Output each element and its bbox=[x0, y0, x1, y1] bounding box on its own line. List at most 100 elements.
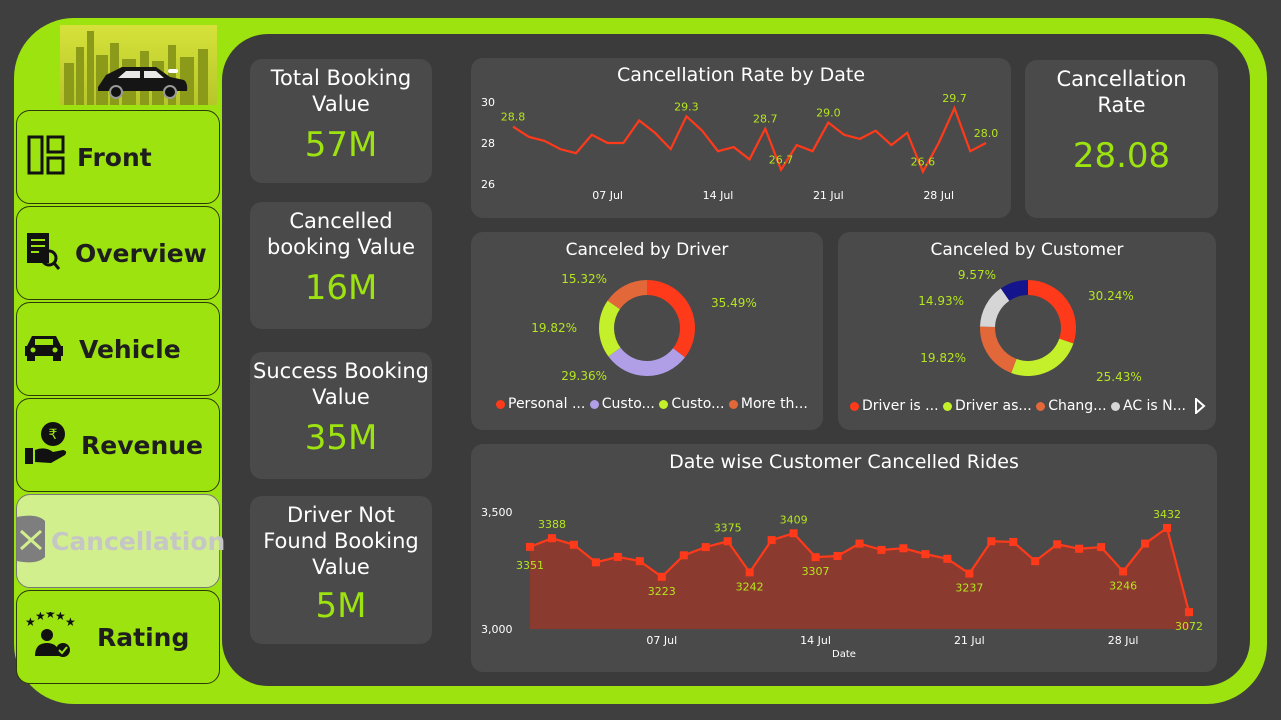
legend-label: Driver is ... bbox=[862, 398, 939, 414]
data-point bbox=[1141, 539, 1150, 548]
data-point bbox=[877, 545, 886, 554]
canceled-by-driver-title: Canceled by Driver bbox=[565, 240, 729, 260]
legend-item[interactable]: Custo... bbox=[589, 396, 655, 412]
data-point bbox=[811, 553, 820, 562]
canceled-by-customer-card: Canceled by Customer 30.24% 25.43% 19.82% 1… bbox=[838, 232, 1216, 430]
canceled-by-driver-legend: Personal ... Custo... Custo... More th..… bbox=[496, 396, 808, 412]
svg-text:★: ★ bbox=[65, 615, 75, 629]
data-label: 28.7 bbox=[753, 113, 778, 126]
svg-text:★: ★ bbox=[25, 615, 36, 629]
nav-cancellation[interactable]: Cancellation bbox=[16, 494, 225, 588]
data-point bbox=[569, 540, 578, 549]
kpi-cancelled-booking-label: Cancelled booking Value bbox=[266, 209, 415, 259]
donut-slice bbox=[608, 347, 685, 376]
legend-item[interactable]: Personal ... bbox=[496, 396, 585, 412]
data-point bbox=[921, 550, 930, 559]
donut-slice bbox=[599, 300, 621, 357]
legend-label: Personal ... bbox=[508, 396, 586, 412]
data-point bbox=[547, 534, 556, 543]
donut-slice bbox=[607, 280, 647, 310]
donut-slice bbox=[1028, 280, 1077, 344]
data-label: 3237 bbox=[955, 582, 983, 595]
svg-text:★: ★ bbox=[45, 612, 56, 621]
canceled-by-driver-card: Canceled by Driver 35.49% 29.36% 19.82% 15.… bbox=[471, 232, 823, 430]
legend-item[interactable]: Driver is ... bbox=[850, 398, 939, 414]
kpi-cancellation-rate: Cancellation Rate 28.08 bbox=[1025, 60, 1218, 218]
nav-vehicle[interactable]: Vehicle bbox=[16, 302, 220, 396]
slice-label: 29.36% bbox=[561, 369, 607, 383]
kpi-driver-not-found-value: 5M bbox=[315, 586, 367, 626]
kpi-cancellation-rate-value: 28.08 bbox=[1072, 136, 1171, 176]
data-point bbox=[1075, 544, 1084, 553]
nav-front[interactable]: Front bbox=[16, 110, 220, 204]
data-label: 3388 bbox=[538, 518, 566, 531]
date-wise-cancelled-chart: 3,000 3,500 07 Jul 14 Jul 21 Jul 28 Jul 3351 33… bbox=[481, 506, 1203, 647]
data-label: 3246 bbox=[1109, 579, 1137, 592]
date-wise-cancelled-title: Date wise Customer Cancelled Rides bbox=[669, 451, 1019, 473]
data-point bbox=[591, 558, 600, 567]
nav-revenue-label: Revenue bbox=[81, 430, 204, 460]
legend-label: Driver as... bbox=[954, 398, 1032, 414]
kpi-driver-not-found: Driver Not Found Booking Value 5M bbox=[250, 496, 432, 644]
kpi-success-booking: Success Booking Value 35M bbox=[250, 352, 432, 479]
canceled-by-driver-donut: 35.49% 29.36% 19.82% 15.32% bbox=[531, 272, 757, 383]
data-point bbox=[613, 552, 622, 561]
series-area bbox=[530, 527, 1189, 629]
x-tick-label: 07 Jul bbox=[592, 189, 623, 202]
y-tick-label: 3,000 bbox=[481, 623, 513, 636]
slice-label: 30.24% bbox=[1088, 289, 1134, 303]
data-point bbox=[767, 536, 776, 545]
data-label: 28.0 bbox=[974, 127, 999, 140]
nav-rating[interactable]: ★ ★ ★ ★ ★ Rating bbox=[16, 590, 220, 684]
data-point bbox=[987, 537, 996, 546]
slice-label: 15.32% bbox=[561, 272, 607, 286]
data-label: 3242 bbox=[736, 580, 764, 593]
y-tick-label: 3,500 bbox=[481, 506, 513, 519]
data-label: 29.3 bbox=[674, 100, 699, 113]
canceled-by-customer-title: Canceled by Customer bbox=[930, 240, 1124, 260]
layout-icon bbox=[27, 135, 65, 179]
x-tick-label: 28 Jul bbox=[1108, 634, 1139, 647]
date-wise-cancelled-card: Date wise Customer Cancelled Rides 3,000… bbox=[471, 444, 1217, 672]
legend-item[interactable]: Driver as... bbox=[942, 398, 1032, 414]
series-line bbox=[512, 105, 987, 175]
x-tick-label: 07 Jul bbox=[646, 634, 677, 647]
nav-overview[interactable]: Overview bbox=[16, 206, 220, 300]
data-label: 3375 bbox=[714, 521, 742, 534]
rate-by-date-chart: 26 28 30 07 Jul 14 Jul 21 Jul 28 Jul 28.8 29.3 28… bbox=[481, 92, 999, 202]
data-point bbox=[833, 551, 842, 560]
data-point bbox=[1053, 540, 1062, 549]
slice-label: 35.49% bbox=[711, 296, 757, 310]
rate-by-date-card: Cancellation Rate by Date 26 28 30 07 Jul 14… bbox=[471, 58, 1011, 218]
donut-slice bbox=[980, 288, 1010, 327]
nav-cancellation-label: Cancellation bbox=[51, 526, 226, 556]
legend-item[interactable]: Custo... bbox=[659, 396, 724, 412]
slice-label: 14.93% bbox=[918, 294, 964, 308]
donut-slice bbox=[647, 280, 695, 358]
data-point bbox=[855, 539, 864, 548]
data-label: 3409 bbox=[780, 513, 808, 526]
data-label: 29.7 bbox=[942, 92, 967, 105]
legend-next-icon[interactable] bbox=[1194, 398, 1206, 414]
slice-label: 19.82% bbox=[920, 351, 966, 365]
legend-item[interactable]: Chang... bbox=[1036, 398, 1107, 414]
data-point bbox=[723, 537, 732, 546]
slice-label: 19.82% bbox=[531, 321, 577, 335]
legend-item[interactable]: AC is N... bbox=[1110, 398, 1186, 414]
user-rating-icon: ★ ★ ★ ★ ★ bbox=[23, 607, 76, 662]
nav-revenue[interactable]: ₹ Revenue bbox=[16, 398, 220, 492]
kpi-cancellation-rate-label: Cancellation Rate bbox=[1056, 67, 1187, 117]
data-label: 3432 bbox=[1153, 508, 1181, 521]
rupee-hand-icon: ₹ bbox=[23, 420, 69, 470]
legend-item[interactable]: More th... bbox=[728, 396, 808, 412]
x-tick-label: 14 Jul bbox=[800, 634, 831, 647]
kpi-total-booking: Total Booking Value 57M bbox=[250, 59, 432, 183]
kpi-success-booking-label: Success Booking Value bbox=[253, 359, 429, 409]
data-point bbox=[1163, 523, 1172, 532]
legend-label: Custo... bbox=[671, 396, 725, 412]
cancel-icon bbox=[17, 509, 47, 573]
svg-text:★: ★ bbox=[55, 612, 66, 623]
data-label: 3072 bbox=[1175, 620, 1203, 633]
data-point bbox=[965, 569, 974, 578]
data-point bbox=[1097, 543, 1106, 552]
